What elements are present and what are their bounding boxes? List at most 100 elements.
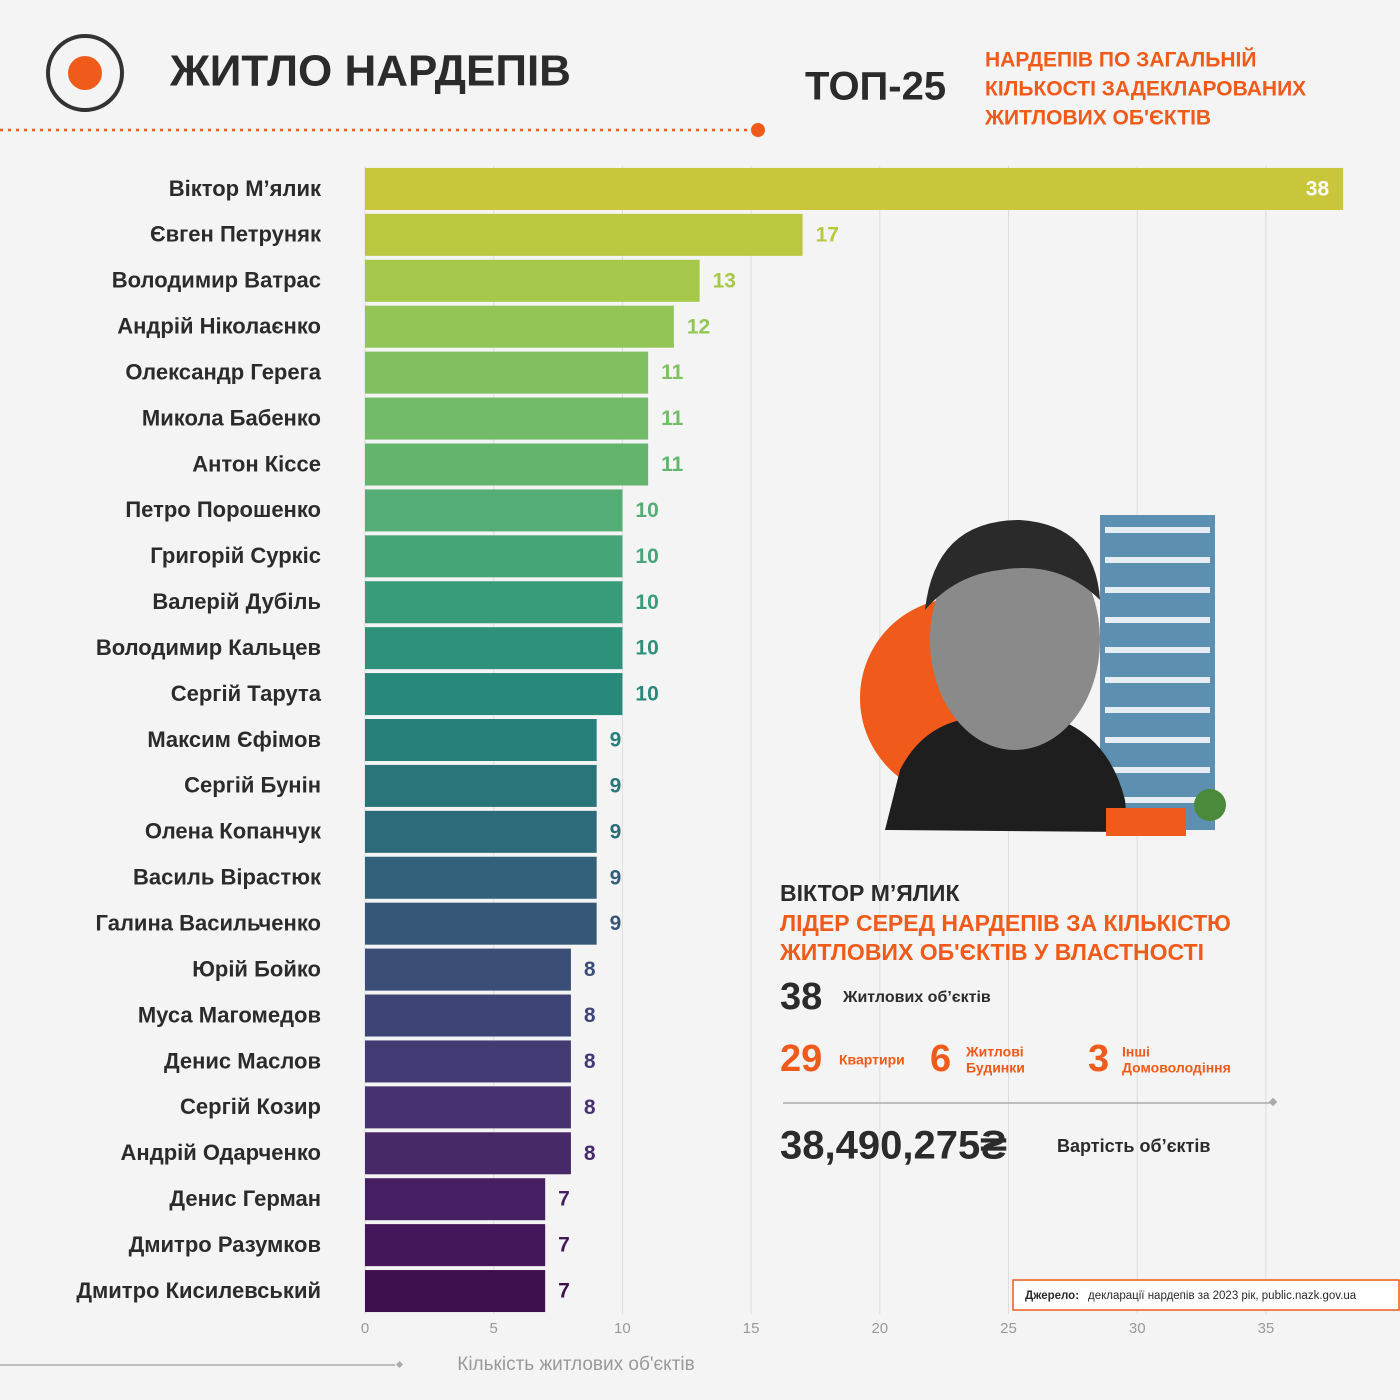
- category-label: Олександр Герега: [125, 359, 321, 384]
- flats-number: 29: [780, 1038, 822, 1080]
- bar: [365, 627, 623, 670]
- bar: [365, 397, 649, 440]
- value-label: 10: [635, 591, 658, 614]
- bar: [365, 1270, 546, 1313]
- category-label: Микола Бабенко: [142, 405, 321, 430]
- value-label: 9: [610, 774, 622, 797]
- total-number: 38: [780, 976, 822, 1018]
- category-label: Володимир Кальцев: [96, 635, 321, 660]
- logo-dot: [68, 56, 102, 90]
- total-label: Житлових об’єктів: [842, 989, 991, 1006]
- bar: [365, 948, 571, 991]
- value-label: 7: [558, 1188, 570, 1211]
- value-label: 9: [610, 866, 622, 889]
- bar: [365, 489, 623, 532]
- category-label: Максим Єфімов: [147, 727, 321, 752]
- houses-label: Будинки: [966, 1060, 1025, 1076]
- value-label: 7: [558, 1280, 570, 1303]
- category-label: Сергій Козир: [180, 1094, 321, 1119]
- bar: [365, 351, 649, 394]
- bar: [365, 810, 597, 853]
- bar: [365, 1178, 546, 1221]
- x-tick-label: 30: [1129, 1320, 1146, 1337]
- value-label: 11: [661, 453, 684, 476]
- cost-value: 38,490,275₴: [780, 1124, 1007, 1168]
- value-label: 12: [687, 315, 710, 338]
- value-label: 9: [610, 912, 622, 935]
- top-label: ТОП-25: [805, 65, 946, 109]
- x-tick-label: 15: [743, 1320, 760, 1337]
- category-label: Дмитро Кисилевський: [76, 1278, 321, 1303]
- flats-label: Квартири: [839, 1052, 905, 1068]
- title: ЖИТЛО НАРДЕПІВ: [169, 47, 571, 96]
- value-label: 10: [635, 683, 658, 706]
- bar: [365, 673, 623, 716]
- bar: [365, 856, 597, 899]
- category-label: Антон Кіссе: [192, 451, 321, 476]
- category-label: Андрій Ніколаєнко: [117, 314, 321, 339]
- value-label: 10: [635, 499, 658, 522]
- value-label: 9: [610, 820, 622, 843]
- value-label: 10: [635, 637, 658, 660]
- category-label: Євген Петруняк: [150, 222, 322, 247]
- bar: [365, 902, 597, 945]
- houses-label: Житлові: [965, 1044, 1024, 1060]
- category-label: Олена Копанчук: [145, 819, 322, 844]
- x-axis-label: Кількість житлових об'єктів: [457, 1354, 694, 1375]
- source-label: Джерело:: [1025, 1290, 1079, 1302]
- category-label: Петро Порошенко: [125, 497, 321, 522]
- category-label: Денис Маслов: [164, 1048, 321, 1073]
- rule-dot: [751, 123, 765, 137]
- other-label: Домоволодіння: [1122, 1060, 1231, 1076]
- category-label: Юрій Бойко: [192, 956, 321, 981]
- bar: [365, 535, 623, 578]
- x-tick-label: 35: [1258, 1320, 1275, 1337]
- x-tick-label: 20: [871, 1320, 888, 1337]
- cost-label: Вартість об’єктів: [1057, 1136, 1210, 1156]
- value-label: 11: [661, 407, 684, 430]
- bar: [365, 167, 1344, 210]
- category-label: Валерій Дубіль: [152, 589, 321, 614]
- category-label: Муса Магомедов: [138, 1002, 321, 1027]
- figure-hair: [925, 520, 1100, 610]
- bar: [365, 994, 571, 1037]
- category-label: Сергій Бунін: [184, 773, 321, 798]
- category-label: Віктор М’ялик: [169, 176, 322, 201]
- bar: [365, 1040, 571, 1083]
- category-label: Дмитро Разумков: [129, 1232, 321, 1257]
- figure-body: [885, 720, 1128, 832]
- value-label: 17: [816, 223, 839, 246]
- value-label: 8: [584, 1096, 596, 1119]
- x-tick-label: 0: [361, 1320, 369, 1337]
- bar: [365, 719, 597, 761]
- bar: [365, 1132, 571, 1175]
- x-tick-label: 25: [1000, 1320, 1017, 1337]
- bar-chart: 0 5 10 15 20 25 30 35 Кількість житлових об'єкті…: [76, 166, 1344, 1375]
- houses-number: 6: [930, 1038, 951, 1080]
- other-number: 3: [1088, 1038, 1109, 1080]
- building-floors: [1105, 527, 1210, 803]
- bar: [365, 213, 803, 256]
- category-label: Денис Герман: [169, 1186, 321, 1211]
- bar: [365, 259, 700, 302]
- bar: [365, 1224, 546, 1267]
- rule-diamond: [1268, 1097, 1278, 1107]
- value-label: 11: [661, 361, 684, 384]
- value-label: 8: [584, 1142, 596, 1165]
- bar: [365, 305, 674, 348]
- subtitle: КІЛЬКОСТІ ЗАДЕКЛАРОВАНИХ: [985, 78, 1306, 101]
- highlight-name: ВІКТОР М’ЯЛИК: [780, 880, 960, 906]
- value-label: 8: [584, 1050, 596, 1073]
- bar: [365, 443, 649, 486]
- accent-block: [1106, 808, 1186, 836]
- highlight-lead: ЖИТЛОВИХ ОБ'ЄКТІВ У ВЛАСТНОСТІ: [779, 939, 1204, 965]
- highlight-lead: ЛІДЕР СЕРЕД НАРДЕПІВ ЗА КІЛЬКІСТЮ: [780, 910, 1231, 936]
- category-label: Григорій Суркіс: [150, 543, 321, 568]
- other-label: Інші: [1122, 1044, 1150, 1060]
- bar: [365, 581, 623, 624]
- figure-head: [930, 530, 1100, 750]
- portrait: [860, 515, 1226, 836]
- bar: [365, 764, 597, 807]
- category-label: Андрій Одарченко: [121, 1140, 321, 1165]
- value-label: 38: [1306, 178, 1330, 201]
